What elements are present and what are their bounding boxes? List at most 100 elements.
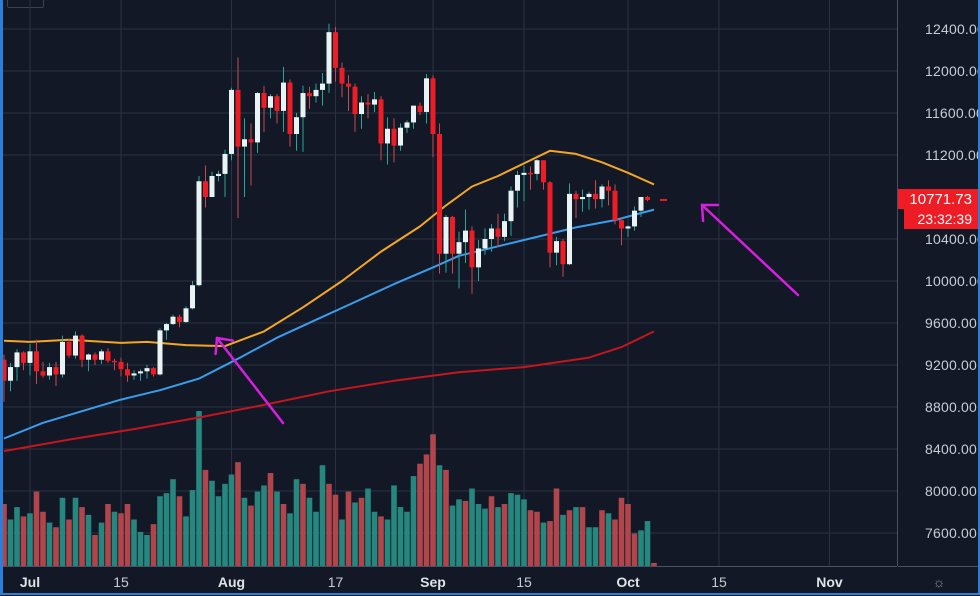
candle-body [353,87,358,114]
candle-body [106,351,111,360]
volume-bar [560,515,566,566]
volume-bar [593,527,599,566]
candle-body [301,93,306,117]
candle-body [548,182,553,252]
volume-bar [365,489,371,567]
candle-body [346,84,351,87]
candle-body [145,368,150,371]
volume-bar [27,513,33,566]
volume-bar [456,499,462,566]
time-tick-label: Oct [616,574,639,590]
candle-body [333,32,338,68]
volume-bar [274,492,280,566]
candle-countdown-badge: 23:32:39 [904,209,978,229]
volume-bar [307,498,313,566]
volume-bar [118,513,124,566]
volume-bar [196,411,202,566]
last-price-badge: 10771.73 [898,189,978,209]
left-border [0,0,3,595]
candle-body [431,78,436,134]
candle-body [522,173,527,175]
candle-body [151,368,156,374]
volume-bar [183,516,189,566]
candle-body [236,90,241,147]
volume-bar [66,520,72,567]
volume-bar [40,512,46,566]
candle-body [613,191,618,220]
candle-body [392,129,397,146]
volume-bar [53,527,59,566]
candle-body [561,241,566,264]
volume-bar [229,475,235,566]
candle-body [47,367,52,375]
volume-bar [391,485,397,566]
volume-bar [586,527,592,566]
candle-body [470,231,475,268]
candle-body [34,351,39,371]
volume-bar [125,504,131,566]
candle-body [112,361,117,363]
candle-body [15,352,20,367]
volume-bar [255,492,261,566]
candle-body [307,93,312,96]
candle-body [171,317,176,324]
candle-body [593,194,598,199]
candle-body [450,217,455,254]
candle-body [632,211,637,227]
candle-body [398,128,403,146]
volume-bar [242,498,248,566]
chart-settings-button[interactable]: ☼ [898,566,980,596]
volume-bar [131,520,137,567]
candle-body [210,176,215,197]
volume-bar [281,504,287,566]
candle-body [502,221,507,237]
time-tick-label: Nov [816,574,842,590]
candle-body [138,371,143,373]
candle-body [268,96,273,108]
volume-bar [190,490,196,566]
candle-body [294,117,299,134]
candle-body [463,231,468,243]
volume-bar [482,509,488,566]
volume-bar [547,521,553,566]
volume-bar [47,523,53,566]
volume-bar [339,520,345,567]
time-tick-label: Sep [420,574,446,590]
volume-bar [515,495,521,566]
volume-bar [151,524,157,566]
volume-bar [261,485,267,566]
last-price-value: 10771.73 [909,191,972,208]
candle-body [86,355,91,360]
volume-bar [300,484,306,566]
candle-body [567,194,572,264]
volume-bar [495,507,501,566]
candle-body [177,317,182,322]
candle-body [288,83,293,134]
volume-bar [8,520,14,567]
candle-body [385,129,390,144]
volume-bar [333,495,339,566]
candle-body [496,229,501,237]
time-tick-label: 15 [113,574,129,590]
volume-bar [619,498,625,566]
candle-body [528,173,533,175]
candle-body [164,324,169,330]
volume-bar [73,498,79,566]
candle-body [190,285,195,308]
candle-body [411,106,416,123]
time-axis[interactable] [0,566,897,596]
candle-body [67,342,72,356]
candle-body [340,68,345,84]
volume-bar [528,510,534,566]
candle-body [125,369,130,375]
candle-body [476,248,481,267]
annotation-arrow-head [702,205,703,221]
volume-bar [203,470,209,566]
volume-bar [398,507,404,566]
candle-body [366,103,371,105]
candle-body [457,242,462,254]
volume-bar [508,493,514,566]
volume-bar [469,489,475,567]
